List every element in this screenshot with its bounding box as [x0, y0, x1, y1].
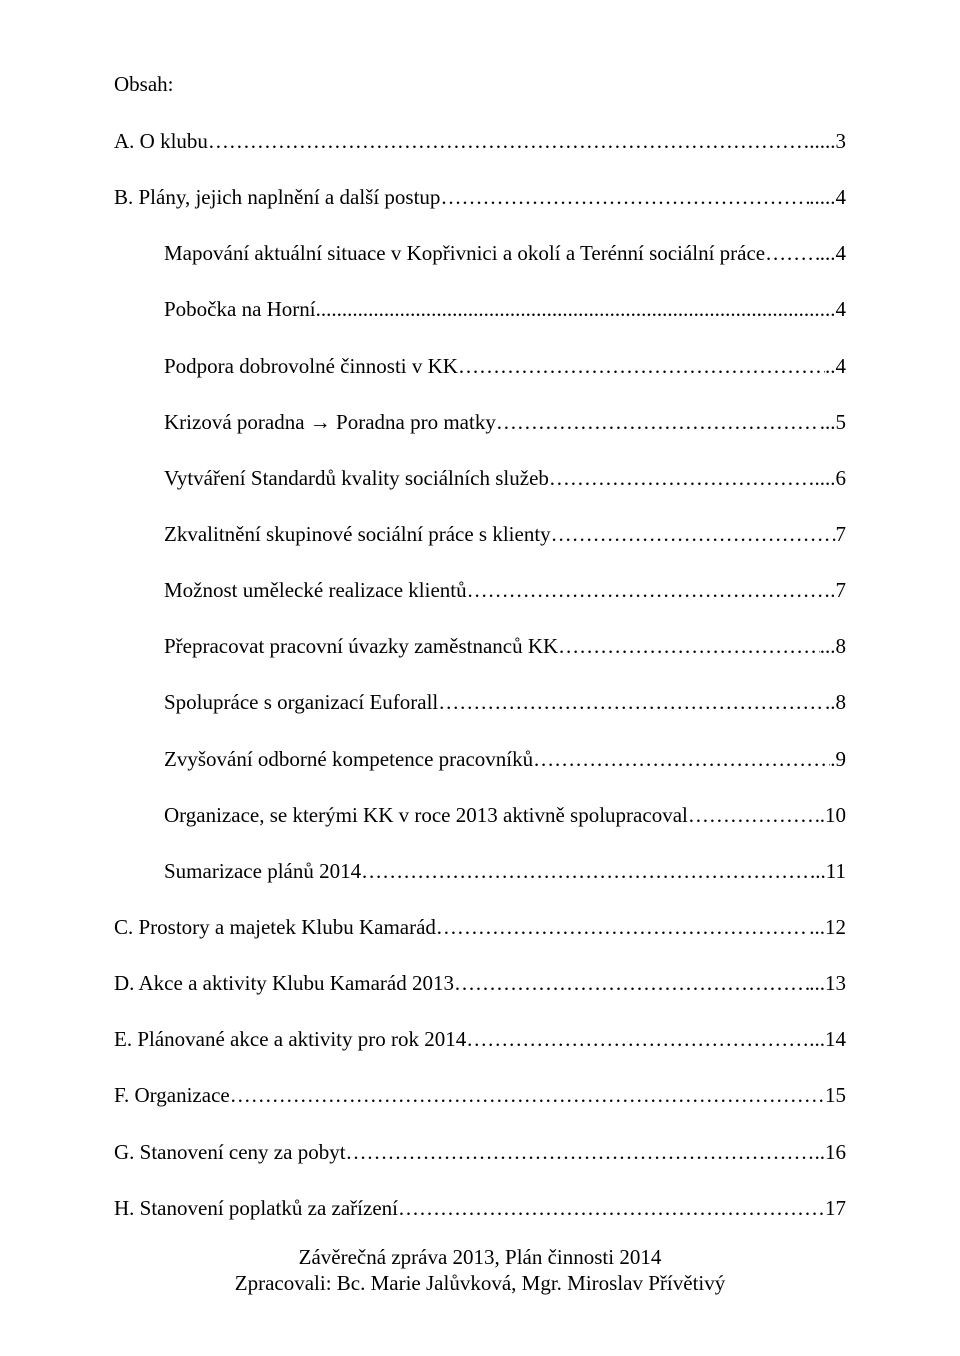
toc-leader-dots — [558, 634, 820, 658]
toc-leader-dots — [765, 241, 820, 265]
toc-entry-page: .7 — [830, 578, 846, 602]
toc-leader-dots — [533, 747, 830, 771]
toc-entry-page: ...8 — [820, 634, 846, 658]
toc-leader-dots — [438, 690, 825, 714]
toc-entry-label: Organizace, se kterými KK v roce 2013 ak… — [164, 803, 688, 827]
toc-entry: B. Plány, jejich naplnění a další postup… — [114, 185, 846, 209]
toc-entry-page: ...13 — [809, 971, 846, 995]
toc-entry: Možnost umělecké realizace klientů .7 — [114, 578, 846, 602]
toc-entry: Organizace, se kterými KK v roce 2013 ak… — [114, 803, 846, 827]
toc-entry: G. Stanovení ceny za pobyt ..16 — [114, 1140, 846, 1164]
toc-title: Obsah: — [114, 72, 846, 97]
toc-leader-dots — [551, 522, 836, 546]
table-of-contents: A. O klubu .....3 B. Plány, jejich naplněn… — [114, 129, 846, 1220]
toc-entry-label: Možnost umělecké realizace klientů — [164, 578, 467, 602]
toc-leader-dots — [496, 410, 820, 434]
toc-entry-label: A. O klubu — [114, 129, 208, 153]
toc-entry-page: ...4 — [820, 241, 846, 265]
toc-entry: Podpora dobrovolné činnosti v KK ..4 — [114, 354, 846, 378]
toc-entry: Zvyšování odborné kompetence pracovníků.… — [114, 747, 846, 771]
toc-entry-page: ...14 — [809, 1027, 846, 1051]
toc-entry-page: .....3 — [809, 129, 846, 153]
toc-entry: Mapování aktuální situace v Kopřivnici a… — [114, 241, 846, 265]
toc-entry-page: ..8 — [825, 690, 846, 714]
toc-entry-label: Pobočka na Horní — [164, 297, 316, 321]
toc-leader-dots — [436, 915, 809, 939]
toc-entry-page: ...12 — [809, 915, 846, 939]
toc-entry-label: Mapování aktuální situace v Kopřivnici a… — [164, 241, 765, 265]
toc-entry-page: ...4 — [820, 297, 846, 321]
toc-entry-page: ....6 — [815, 466, 847, 490]
toc-entry-page: .....4 — [809, 185, 846, 209]
toc-entry: Vytváření Standardů kvality sociálních s… — [114, 466, 846, 490]
toc-entry: F. Organizace 15 — [114, 1083, 846, 1107]
toc-entry-label: C. Prostory a majetek Klubu Kamarád — [114, 915, 436, 939]
toc-entry-label: Zvyšování odborné kompetence pracovníků — [164, 747, 533, 771]
page-footer: Závěrečná zpráva 2013, Plán činnosti 201… — [0, 1244, 960, 1297]
toc-leader-dots — [466, 1027, 809, 1051]
toc-entry-page: ...11 — [810, 859, 846, 883]
toc-entry-page: 15 — [825, 1083, 846, 1107]
toc-leader-dots — [361, 859, 810, 883]
toc-entry: Sumarizace plánů 2014 ...11 — [114, 859, 846, 883]
toc-leader-dots — [316, 297, 820, 321]
toc-entry-label: H. Stanovení poplatků za zařízení — [114, 1196, 398, 1220]
toc-entry-page: .9 — [830, 747, 846, 771]
toc-entry-page: 7 — [836, 522, 847, 546]
toc-leader-dots — [398, 1196, 825, 1220]
toc-entry-label: Vytváření Standardů kvality sociálních s… — [164, 466, 549, 490]
toc-entry-page: ..16 — [815, 1140, 847, 1164]
toc-entry: Spolupráce s organizací Euforall ..8 — [114, 690, 846, 714]
toc-entry: E. Plánované akce a aktivity pro rok 201… — [114, 1027, 846, 1051]
toc-leader-dots — [549, 466, 815, 490]
toc-leader-dots — [688, 803, 820, 827]
toc-leader-dots — [467, 578, 831, 602]
toc-entry-label: Krizová poradna → Poradna pro matky — [164, 410, 496, 434]
toc-entry: C. Prostory a majetek Klubu Kamarád ...12 — [114, 915, 846, 939]
toc-entry-label: Spolupráce s organizací Euforall — [164, 690, 438, 714]
toc-leader-dots — [208, 129, 809, 153]
toc-entry-label: Přepracovat pracovní úvazky zaměstnanců … — [164, 634, 558, 658]
toc-entry-label: F. Organizace — [114, 1083, 230, 1107]
toc-entry: D. Akce a aktivity Klubu Kamarád 2013...… — [114, 971, 846, 995]
toc-entry: A. O klubu .....3 — [114, 129, 846, 153]
toc-entry-label: Sumarizace plánů 2014 — [164, 859, 361, 883]
toc-entry-label: E. Plánované akce a aktivity pro rok 201… — [114, 1027, 466, 1051]
toc-leader-dots — [230, 1083, 825, 1107]
toc-entry: Zkvalitnění skupinové sociální práce s k… — [114, 522, 846, 546]
toc-leader-dots — [454, 971, 809, 995]
toc-entry-label: Zkvalitnění skupinové sociální práce s k… — [164, 522, 551, 546]
toc-leader-dots — [440, 185, 809, 209]
toc-entry-page: .10 — [820, 803, 846, 827]
toc-entry-label: G. Stanovení ceny za pobyt — [114, 1140, 346, 1164]
footer-line-1: Závěrečná zpráva 2013, Plán činnosti 201… — [0, 1244, 960, 1270]
toc-entry-page: 17 — [825, 1196, 846, 1220]
toc-entry-label: B. Plány, jejich naplnění a další postup — [114, 185, 440, 209]
toc-entry-page: ...5 — [820, 410, 846, 434]
toc-entry-label: Podpora dobrovolné činnosti v KK — [164, 354, 458, 378]
toc-entry: Krizová poradna → Poradna pro matky ...5 — [114, 410, 846, 434]
toc-entry-label: D. Akce a aktivity Klubu Kamarád 2013 — [114, 971, 454, 995]
toc-entry: Přepracovat pracovní úvazky zaměstnanců … — [114, 634, 846, 658]
toc-entry-page: ..4 — [825, 354, 846, 378]
toc-leader-dots — [458, 354, 825, 378]
footer-line-2: Zpracovali: Bc. Marie Jalůvková, Mgr. Mi… — [0, 1270, 960, 1296]
toc-entry: Pobočka na Horní ...4 — [114, 297, 846, 321]
toc-entry: H. Stanovení poplatků za zařízení 17 — [114, 1196, 846, 1220]
toc-leader-dots — [346, 1140, 815, 1164]
